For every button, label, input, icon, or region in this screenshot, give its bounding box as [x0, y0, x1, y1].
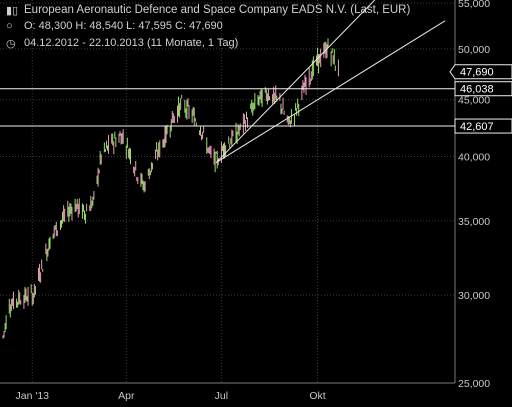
y-tick-label: 50,000 [458, 44, 490, 56]
chart-title: European Aeronautic Defence and Space Co… [24, 4, 411, 16]
y-tick-label: 40,000 [458, 151, 490, 163]
ohlc-readout: O: 48,300 H: 48,540 L: 47,595 C: 47,690 [24, 20, 223, 32]
y-tick-label: 45,000 [458, 95, 490, 107]
y-tick-label: 25,000 [458, 378, 490, 390]
y-tick-label: 55,000 [458, 0, 490, 10]
y-tick-label: 30,000 [458, 290, 490, 302]
last-price-box [449, 64, 512, 80]
level-label-box [454, 118, 512, 134]
level-label-box [454, 81, 512, 97]
trendline [215, 20, 446, 163]
date-range: 04.12.2012 - 22.10.2013 (11 Monate, 1 Ta… [24, 37, 239, 49]
x-tick-label: Jan '13 [15, 390, 49, 402]
dot-icon: ○ [6, 20, 13, 32]
level-label: 46,038 [460, 84, 494, 96]
x-tick-label: Jul [215, 390, 228, 402]
chart-type-icon[interactable]: ▮▯ [6, 5, 19, 17]
x-tick-label: Okt [309, 390, 325, 402]
x-tick-label: Apr [118, 390, 135, 402]
y-tick-label: 35,000 [458, 216, 490, 228]
clock-icon: ◷ [6, 38, 16, 50]
trendline [215, 0, 376, 163]
last-price-label: 47,690 [460, 67, 494, 79]
level-label: 42,607 [460, 121, 494, 133]
